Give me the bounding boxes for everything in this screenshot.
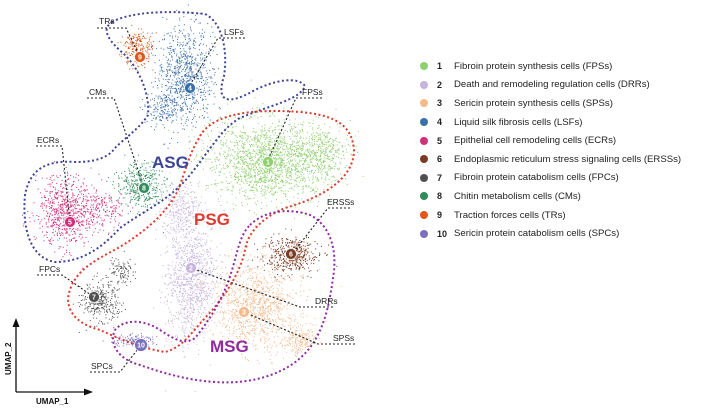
legend-label: Fibroin protein synthesis cells (FPSs): [454, 60, 613, 72]
callout-spss: SPSs: [333, 333, 354, 343]
legend-item-7: 7 Fibroin protein catabolism cells (FPCs): [420, 169, 720, 188]
msg-label: MSG: [210, 337, 249, 356]
legend-swatch: [420, 136, 428, 145]
cluster-marker-8: 8: [138, 182, 150, 194]
cluster-number: 6: [289, 252, 293, 259]
cluster-number: 1: [266, 160, 270, 167]
y-axis-label: UMAP_2: [4, 342, 13, 375]
legend-item-6: 6 Endoplasmic reticulum stress signaling …: [420, 150, 720, 169]
cluster-marker-5: 5: [64, 216, 76, 228]
legend-item-3: 3 Sericin protein synthesis cells (SPSs): [420, 94, 720, 113]
cluster-marker-2: 2: [185, 262, 197, 274]
legend-label: Death and remodeling regulation cells (D…: [454, 79, 650, 91]
cluster-marker-7: 7: [88, 291, 100, 303]
legend-swatch: [420, 173, 428, 182]
legend-label: Chitin metabolism cells (CMs): [454, 190, 581, 202]
cluster-number: 5: [68, 220, 72, 227]
legend-label: Endoplasmic reticulum stress signaling c…: [454, 153, 682, 165]
callout-ecrs: ECRs: [37, 135, 59, 145]
legend-swatch: [420, 118, 428, 127]
legend-number: 9: [437, 210, 443, 221]
cluster-number: 2: [189, 266, 193, 273]
legend-swatch: [420, 192, 428, 201]
callout-cms: CMs: [89, 87, 106, 97]
callout-spcs: SPCs: [91, 361, 113, 371]
legend-label: Epithelial cell remodeling cells (ECRs): [454, 135, 617, 147]
legend-item-2: 2 Death and remodeling regulation cells (…: [420, 76, 720, 95]
legend-number: 3: [437, 98, 443, 109]
legend-label: Sericin protein catabolism cells (SPCs): [454, 228, 620, 240]
legend-label: Liquid silk fibrosis cells (LSFs): [454, 116, 583, 128]
cluster-number: 3: [242, 310, 246, 317]
msg-region-outline: [112, 210, 336, 384]
cluster-marker-3: 3: [238, 306, 250, 318]
legend-number: 8: [437, 191, 443, 202]
cluster-marker-6: 6: [285, 248, 297, 260]
cluster-number: 10: [137, 343, 145, 350]
psg-region-outline: [66, 109, 356, 354]
legend-swatch: [420, 155, 428, 164]
legend-swatch: [420, 80, 428, 89]
cluster-legend: 1 Fibroin protein synthesis cells (FPSs) 2…: [420, 57, 720, 243]
legend-item-9: 9 Traction forces cells (TRs): [420, 206, 720, 225]
psg-label: PSG: [194, 210, 230, 229]
callout-trs: TRs: [99, 16, 115, 26]
callout-fpcs: FPCs: [39, 264, 60, 274]
cluster-marker-9: 9: [134, 51, 146, 63]
callout-lsfs: LSFs: [224, 27, 244, 37]
callout-leaders: [36, 27, 355, 373]
callout-erss: ERSSs: [327, 197, 354, 207]
legend-number: 10: [437, 228, 448, 239]
legend-label: Fibroin protein catabolism cells (FPCs): [454, 172, 619, 184]
legend-item-1: 1 Fibroin protein synthesis cells (FPSs): [420, 57, 720, 76]
legend-item-5: 5 Epithelial cell remodeling cells (ECRs): [420, 131, 720, 150]
umap-axes: [12, 318, 93, 396]
cluster-number: 9: [138, 55, 142, 62]
legend-swatch: [420, 229, 428, 238]
asg-label: ASG: [152, 153, 189, 172]
legend-number: 4: [437, 117, 443, 128]
asg-region-outline: [23, 11, 307, 264]
legend-number: 7: [437, 172, 443, 183]
cluster-marker-1: 1: [262, 156, 274, 168]
legend-swatch: [420, 99, 428, 108]
legend-number: 2: [437, 79, 443, 90]
legend-number: 5: [437, 135, 443, 146]
legend-number: 6: [437, 154, 443, 165]
cluster-marker-10: 10: [134, 338, 148, 352]
legend-label: Traction forces cells (TRs): [454, 209, 566, 221]
cluster-number: 7: [92, 295, 96, 302]
legend-item-8: 8 Chitin metabolism cells (CMs): [420, 187, 720, 206]
callout-drrs: DRRs: [315, 296, 338, 306]
legend-label: Sericin protein synthesis cells (SPSs): [454, 97, 613, 109]
legend-item-10: 10 Sericin protein catabolism cells (SPCs…: [420, 224, 720, 243]
x-axis-label: UMAP_1: [36, 397, 69, 406]
cluster-markers: 1 2 3 4 5 6 7 8 9 10: [64, 51, 297, 352]
legend-number: 1: [437, 61, 443, 72]
legend-swatch: [420, 62, 428, 71]
legend-item-4: 4 Liquid silk fibrosis cells (LSFs): [420, 113, 720, 132]
callout-fpss: FPSs: [302, 87, 323, 97]
cluster-number: 4: [188, 86, 192, 93]
legend-swatch: [420, 211, 428, 220]
cluster-number: 8: [142, 186, 146, 193]
cluster-marker-4: 4: [184, 82, 196, 94]
